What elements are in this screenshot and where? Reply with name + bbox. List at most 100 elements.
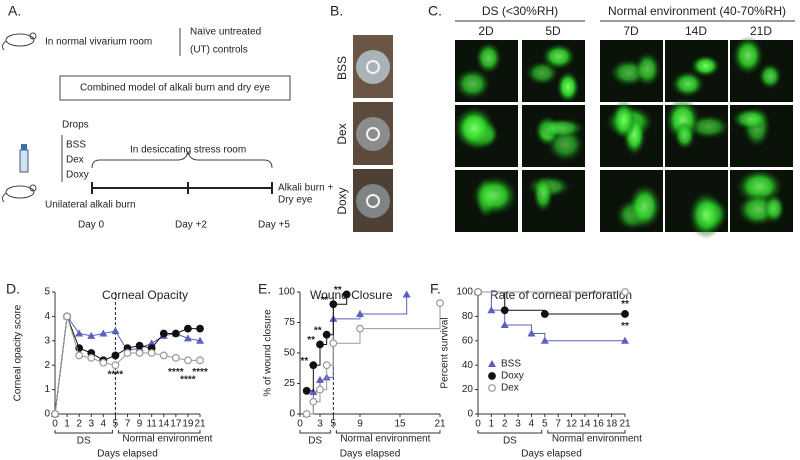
vivarium-text: In normal vivarium room [45,37,152,48]
x-tick-label: 0 [52,419,58,430]
marker [316,375,324,383]
marker [184,356,192,365]
marker [621,310,629,318]
y-tick-label: 5 [44,287,50,298]
stain [453,106,496,151]
stain [475,41,502,75]
group-label: DS [308,436,322,447]
day-label: Day +2 [175,220,207,231]
chart-title: Rate of corneal perforation [490,288,632,302]
x-tick-label: 16 [593,419,605,430]
annotation: **** [180,374,196,385]
series-line [478,291,625,342]
chart-title: Wound Closure [310,288,393,302]
cornea [356,117,390,151]
x-tick-label: 21 [434,419,446,430]
marker [135,349,144,357]
stain [611,99,636,140]
x-tick-label: 17 [170,419,182,430]
stain [471,175,518,216]
group-label: Normal environment [552,434,642,445]
x-tick-label: 9 [357,419,363,430]
marker [75,351,84,360]
marker [99,358,108,367]
group-label: Normal environment [340,434,430,445]
y-axis-label: % of wound closure [263,309,274,397]
column-label: 14D [685,24,707,38]
x-tick-label: 14 [158,419,170,430]
marker [171,329,180,338]
marker [123,349,132,357]
model-box [59,75,291,101]
legend-label: Doxy [501,371,524,382]
marker [63,312,71,321]
y-tick-label: 0 [44,409,50,420]
y-tick-label: 0 [467,409,473,420]
stain [763,193,785,224]
x-axis-label: Days elapsed [340,449,401,460]
marker [159,351,168,360]
marker [159,329,168,338]
row-label: BSS [335,56,349,80]
day-label: Day +5 [258,220,290,231]
marker [436,299,444,307]
mouse-icon [1,32,37,51]
annotation: ** [621,321,629,332]
y-tick-label: 1 [44,384,50,395]
chart-title: Corneal Opacity [102,288,188,302]
marker [147,349,156,357]
group-bracket [335,430,441,434]
marker [183,334,192,342]
marker [621,288,629,296]
marker [171,353,180,362]
room-brace [91,151,273,169]
model-text: Combined model of alkali burn and dry ey… [80,83,271,94]
cornea [356,184,390,218]
y-axis-label: Percent survival [440,317,451,388]
y-tick-label: 3 [44,335,50,346]
x-tick-label: 5 [542,419,548,430]
x-tick-label: 15 [394,419,406,430]
marker [51,410,59,418]
stain [627,183,662,230]
marker [196,324,204,333]
y-tick-label: 80 [462,311,474,322]
marker [329,339,338,348]
legend-label: BSS [501,359,521,370]
series-line [306,302,441,415]
controls-text: Naïve untreated [190,27,261,38]
x-tick-label: 3 [317,419,323,430]
column-label: 21D [750,24,772,38]
annotation: ** [321,295,329,306]
outcome-text: Dry eye [278,195,313,206]
panel-label: B. [330,3,343,19]
marker [488,372,496,380]
annotation: **** [168,367,184,378]
marker [111,327,120,335]
x-tick-label: 7 [125,419,131,430]
marker [316,340,324,349]
marker [342,290,351,299]
panel-label: C. [428,3,442,19]
annotation: ** [621,299,629,310]
x-tick-label: 4 [529,419,535,430]
y-tick-label: 40 [462,360,474,371]
x-tick-label: 12 [566,419,578,430]
annotation: ** [301,356,309,367]
stain [732,36,764,76]
x-tick-label: 2 [76,419,82,430]
marker [621,336,629,344]
marker [322,330,331,339]
x-tick-label: 19 [182,419,194,430]
stain [537,117,585,139]
marker [500,306,509,315]
y-tick-label: 2 [44,360,50,371]
marker [540,336,549,344]
marker [316,385,324,394]
panel-b: B. BSS Dex Doxy [330,3,393,232]
annotation: **** [192,367,208,378]
stain [532,175,554,213]
stain [690,54,721,78]
annotation: ** [314,325,322,336]
